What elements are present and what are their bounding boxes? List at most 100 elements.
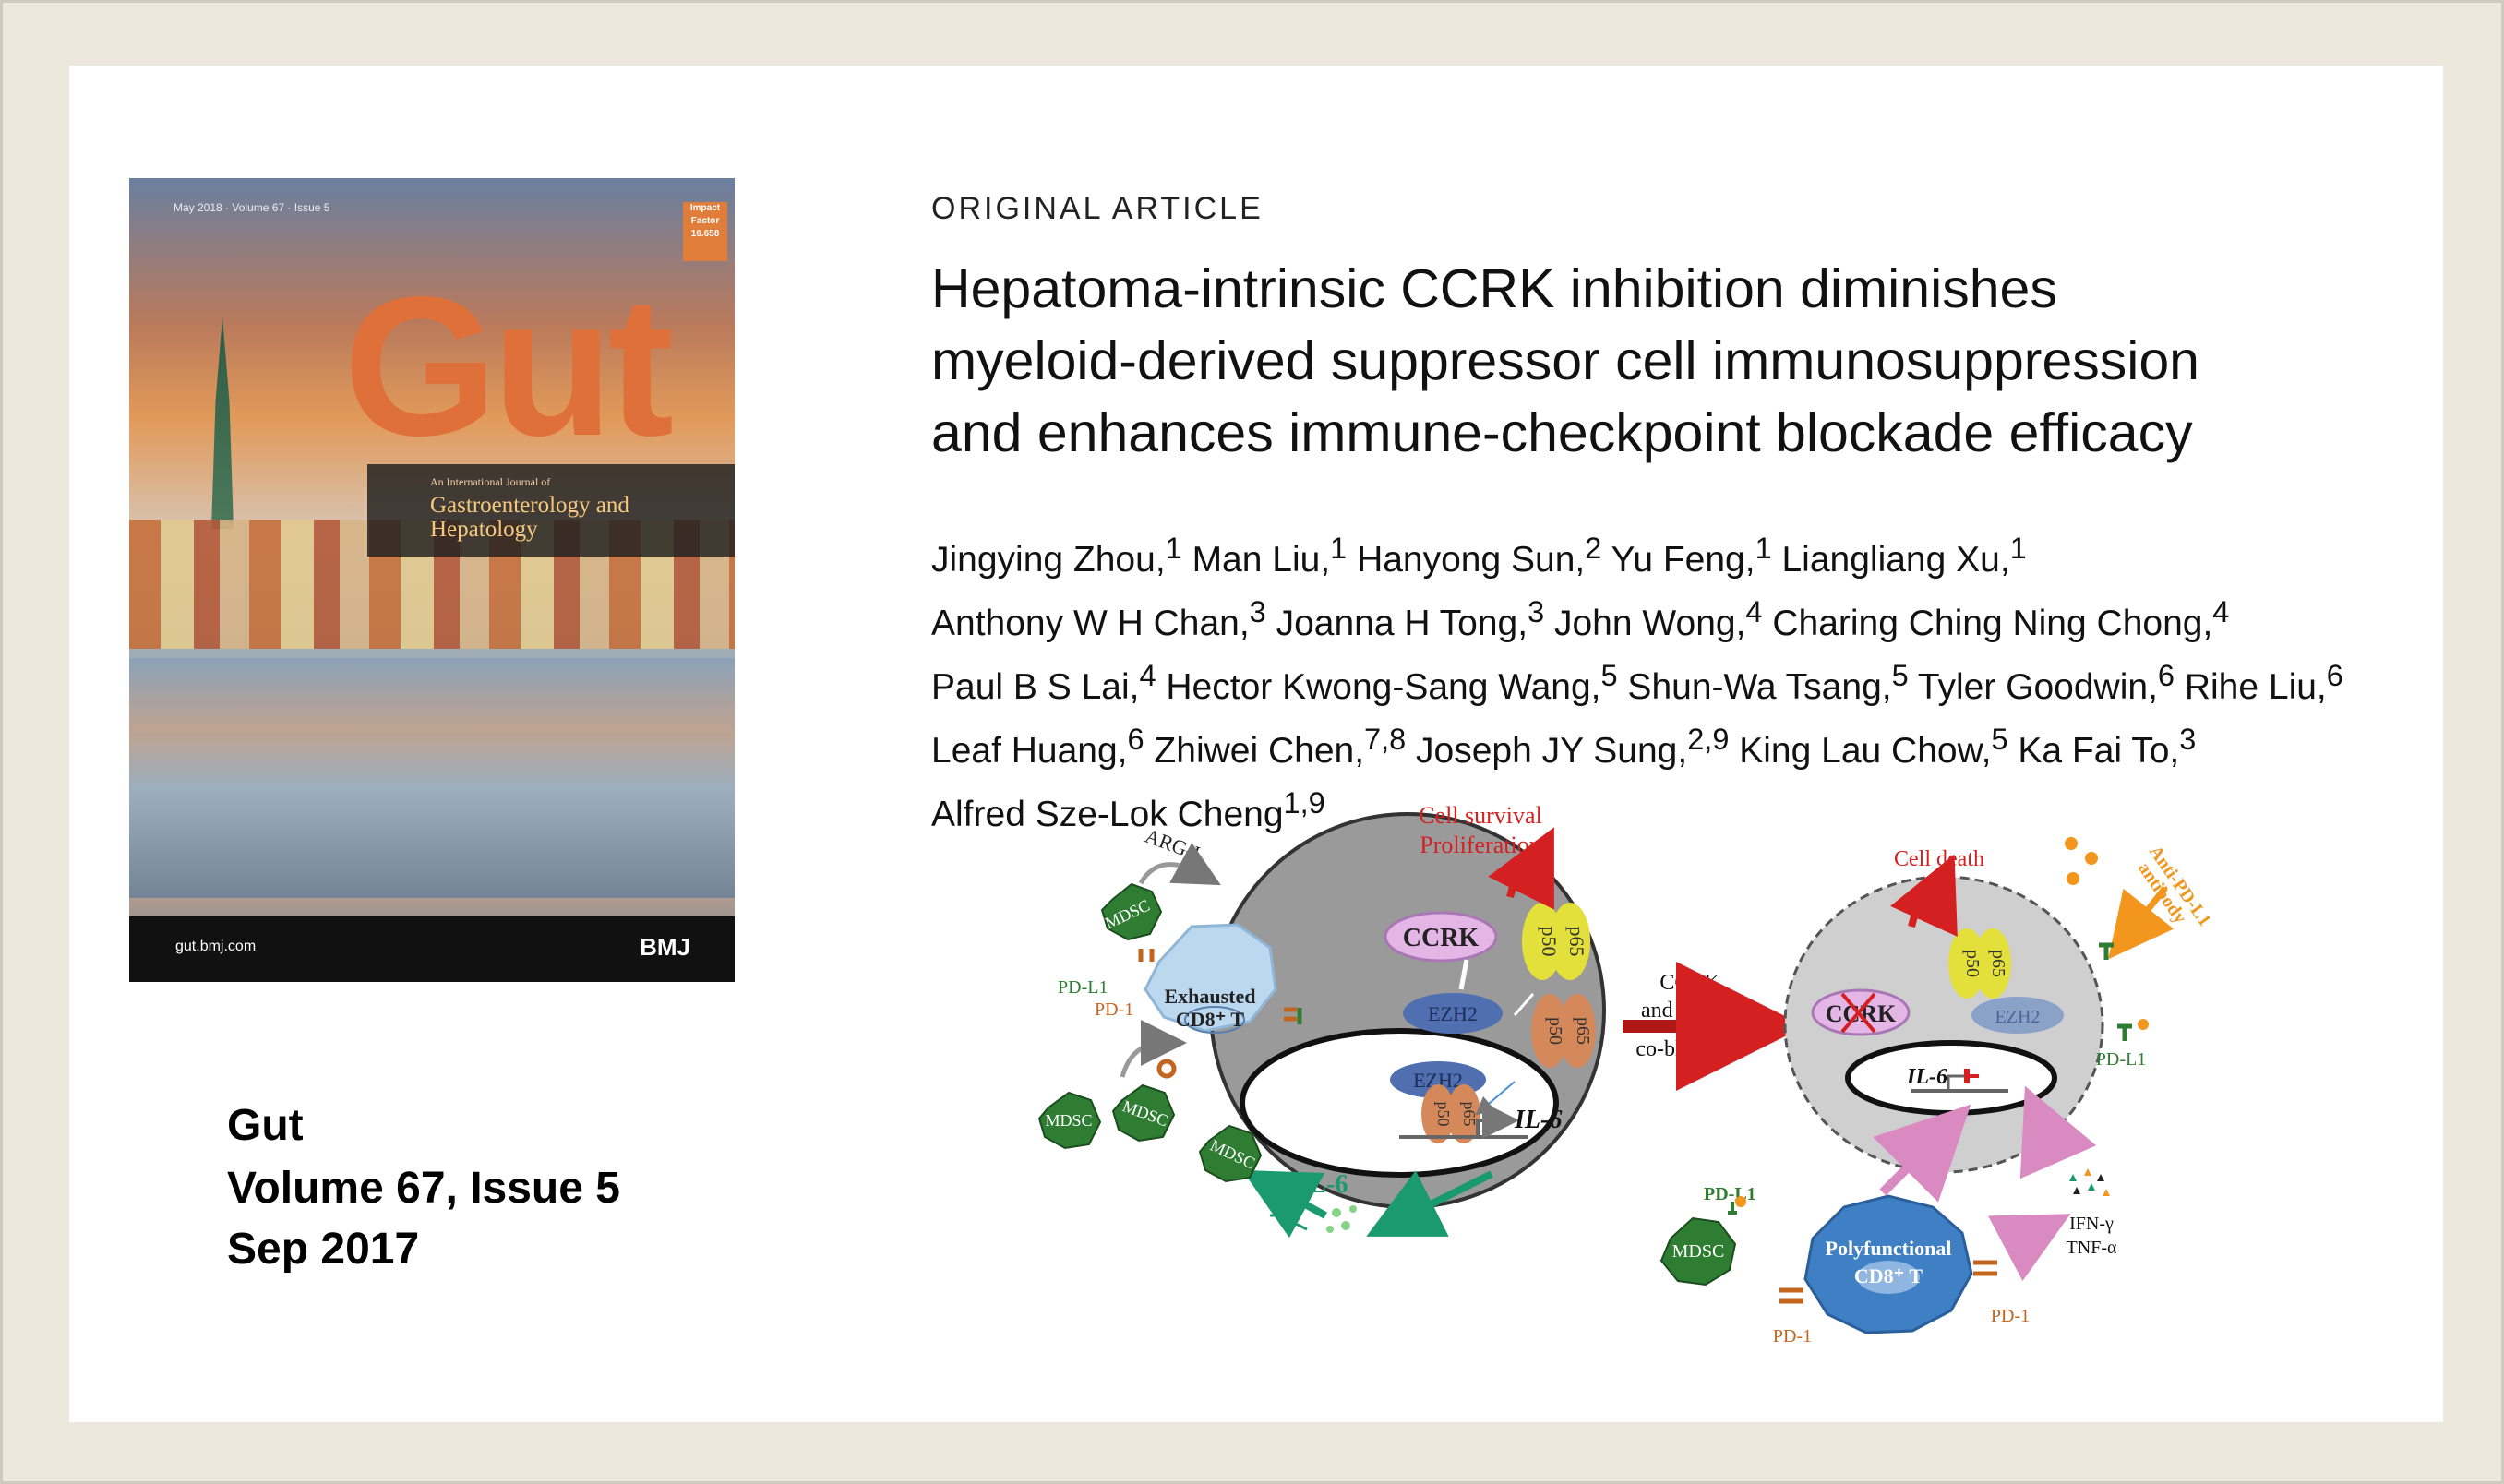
article-type-label: ORIGINAL ARTICLE — [931, 191, 1264, 226]
polyfunctional-nucleus — [1857, 1261, 1920, 1294]
mdsc-cell-right — [1659, 1216, 1737, 1287]
pd1-receptors-left — [1138, 949, 1297, 1079]
arg1-label: ARG-I — [1143, 824, 1204, 865]
blockade-label-3: co-blockade — [1635, 1037, 1743, 1061]
article-title-line: Hepatoma-intrinsic CCRK inhibition dimin… — [931, 258, 2057, 319]
pd1-label-right-2: PD-1 — [1991, 1306, 2030, 1326]
pdl1-receptors-right — [2099, 942, 2132, 1041]
ezh2-to-nfkb-arrow — [1513, 993, 1535, 1016]
pd1-label-right-1: PD-1 — [1773, 1326, 1812, 1346]
nfkb-to-il6-arrow — [1475, 1081, 1516, 1116]
cover-impact-badge: Impact Factor 16.658 — [683, 202, 727, 261]
ccrk-to-ezh2-arrow — [1458, 959, 1469, 990]
mdsc-cells-left — [1037, 882, 1263, 1183]
cell-death-label: Cell death — [1894, 847, 1984, 871]
ifng-label: IFN-γ — [2069, 1214, 2114, 1234]
silenced-promoter — [1947, 1074, 1965, 1091]
pd1-label-left: PD-1 — [1095, 999, 1133, 1020]
cover-subtitle: Gastroenterology and Hepatology — [430, 493, 629, 542]
il6-particles — [1326, 1205, 1357, 1233]
p50-right-label: p50 — [1962, 950, 1983, 977]
article-title: Hepatoma-intrinsic CCRK inhibition dimin… — [931, 253, 2353, 469]
antibody-molecules — [2065, 837, 2149, 1030]
pdl1-mdsc-label: PD-L1 — [1704, 1184, 1756, 1204]
survival-arrow — [1488, 827, 1554, 910]
polyfunctional-cd8-label: CD8⁺ T — [1854, 1264, 1923, 1287]
p50-nuclear — [1531, 994, 1568, 1068]
il6-right-label: IL-6 — [1906, 1065, 1947, 1089]
author-line: Alfred Sze-Lok Cheng1,9 — [931, 786, 1325, 834]
journal-cover-image: May 2018 · Volume 67 · Issue 5 Impact Fac… — [129, 178, 735, 982]
cell-death-arrow — [1890, 854, 1958, 937]
p65-right — [1974, 928, 2011, 999]
p50-label: p50 — [1538, 927, 1561, 957]
exhausted-t-cell — [1144, 923, 1277, 1033]
cytokine-particles — [2069, 1168, 2110, 1196]
arg1-arrow — [1138, 843, 1221, 886]
exhausted-label: Exhausted — [1164, 985, 1255, 1008]
article-title-line: and enhances immune-checkpoint blockade … — [931, 402, 2193, 463]
cytokine-effect-arrow — [2019, 1085, 2097, 1179]
mdsc-label-2: MDSC — [1045, 1111, 1092, 1130]
author-line: Leaf Huang,6 Zhiwei Chen,7,8 Joseph JY S… — [931, 723, 2197, 771]
journal-date: Sep 2017 — [227, 1225, 420, 1274]
cover-issue-strip: May 2018 · Volume 67 · Issue 5 — [174, 201, 330, 214]
il6-gene-label: IL-6 — [1514, 1106, 1562, 1134]
p65-on-promoter — [1447, 1084, 1480, 1143]
ccrk-inhibition-cross — [1840, 992, 1876, 1034]
cover-title-panel: An International Journal of Gastroentero… — [367, 464, 735, 556]
cytokine-release-arrow — [1987, 1214, 2071, 1282]
il6-secreted-label: IL-6 — [1300, 1170, 1348, 1199]
mdsc-suppression-arrow — [1120, 1020, 1187, 1078]
il6-path-segment — [1278, 1214, 1308, 1231]
graphical-abstract: CCRK p50 p65 EZH2 p50 p65 EZH2 p50 p65 I… — [1037, 802, 2215, 1346]
blockade-label-2: and PD-L1 — [1641, 999, 1739, 1023]
author-list: Jingying Zhou,1 Man Liu,1 Hanyong Sun,2 … — [931, 522, 2343, 841]
p65-right-label: p65 — [1988, 950, 2008, 977]
cover-tagline: An International Journal of — [430, 475, 551, 488]
t-cell-nucleus — [1184, 1006, 1245, 1034]
blockade-label-1: CCRK — [1659, 971, 1720, 995]
cover-church-spire — [211, 317, 234, 529]
ccrk-protein — [1384, 911, 1498, 963]
cover-url: gut.bmj.com — [175, 939, 257, 954]
transcription-arrow — [1476, 1102, 1519, 1139]
ezh2-protein — [1403, 993, 1503, 1034]
cover-water-reflection — [129, 658, 735, 898]
t-cell-attack-arrow — [1873, 1104, 1971, 1203]
p50-right — [1948, 928, 1985, 999]
p65-nuclear-label: p65 — [1573, 1017, 1593, 1045]
author-line: Anthony W H Chan,3 Joanna H Tong,3 John … — [931, 595, 2230, 643]
ezh2-right — [1971, 997, 2064, 1034]
ccrk-label: CCRK — [1403, 924, 1480, 952]
anti-pdl1-arrow — [2108, 885, 2175, 960]
ezh2-label: EZH2 — [1428, 1002, 1478, 1025]
p50-on-promoter — [1421, 1084, 1455, 1143]
cover-publisher: BMJ — [640, 933, 690, 961]
ezh2-right-label: EZH2 — [1995, 1007, 2041, 1027]
il6-secretion-arrow — [1366, 1170, 1493, 1237]
pdl1-on-mdsc — [1728, 1202, 1737, 1215]
nucleus-right — [1845, 1040, 2057, 1116]
p50-nuclear-label: p50 — [1545, 1017, 1565, 1045]
tnfa-label: TNF-α — [2067, 1238, 2117, 1258]
author-line: Paul B S Lai,4 Hector Kwong-Sang Wang,5 … — [931, 659, 2343, 707]
il6-to-mdsc-arrow — [1241, 1169, 1327, 1239]
exhausted-cd8-label: CD8⁺ T — [1176, 1008, 1244, 1031]
polyfunctional-label: Polyfunctional — [1826, 1237, 1952, 1260]
mdsc-right-label: MDSC — [1672, 1241, 1725, 1262]
proliferation-label: Proliferation — [1420, 832, 1540, 858]
antibody-on-mdsc — [1735, 1196, 1746, 1207]
p50-promoter-label: p50 — [1434, 1102, 1453, 1127]
author-line: Jingying Zhou,1 Man Liu,1 Hanyong Sun,2 … — [931, 532, 2027, 580]
pdl1-label-left: PD-L1 — [1058, 977, 1108, 998]
journal-name: Gut — [227, 1101, 304, 1150]
p65-protein — [1550, 903, 1590, 980]
journal-volume-issue: Volume 67, Issue 5 — [227, 1164, 620, 1213]
cover-footer: gut.bmj.com BMJ — [129, 916, 735, 982]
p65-label: p65 — [1565, 927, 1588, 957]
cell-survival-label: Cell survival — [1419, 802, 1542, 829]
p65-promoter-label: p65 — [1460, 1102, 1479, 1127]
cover-masthead: Gut — [343, 255, 674, 477]
p65-nuclear — [1559, 994, 1596, 1068]
